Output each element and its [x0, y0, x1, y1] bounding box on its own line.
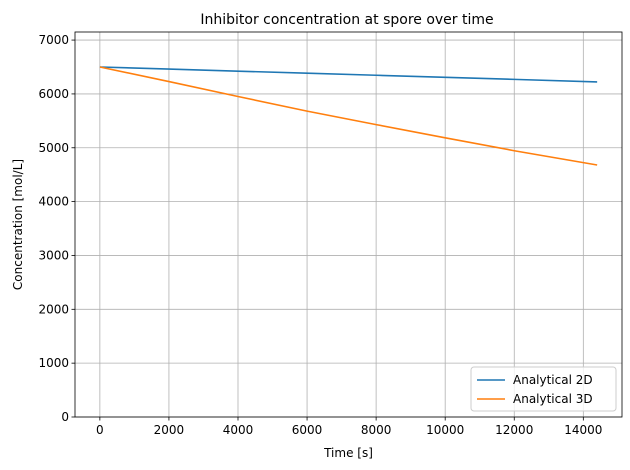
x-tick-label: 4000 [223, 423, 254, 437]
y-tick-label: 0 [61, 410, 69, 424]
x-tick-label: 12000 [495, 423, 533, 437]
x-tick-label: 0 [96, 423, 104, 437]
x-tick-label: 10000 [426, 423, 464, 437]
x-tick-label: 8000 [361, 423, 392, 437]
series-layer [99, 66, 598, 166]
y-tick-label: 2000 [38, 302, 69, 316]
y-tick-label: 3000 [38, 248, 69, 262]
series-line-2 [99, 66, 598, 166]
x-tick-label: 14000 [564, 423, 602, 437]
y-tick-label: 5000 [38, 141, 69, 155]
y-axis-label: Concentration [mol/L] [11, 159, 25, 290]
plot-frame [74, 31, 623, 418]
y-tick-label: 6000 [38, 87, 69, 101]
x-tick-label: 6000 [292, 423, 323, 437]
y-tick-label: 1000 [38, 356, 69, 370]
x-tick-label: 2000 [154, 423, 185, 437]
legend-label-1: Analytical 2D [513, 373, 593, 387]
legend-label-2: Analytical 3D [513, 392, 593, 406]
legend-box [470, 366, 617, 412]
chart-title: Inhibitor concentration at spore over ti… [200, 12, 493, 28]
x-axis-label: Time [s] [323, 446, 373, 460]
grid [75, 32, 622, 418]
y-tick-label: 7000 [38, 33, 69, 47]
series-line-1 [99, 66, 598, 83]
legend: Analytical 2D Analytical 3D [470, 366, 617, 412]
legend-items: Analytical 2D Analytical 3D [477, 373, 593, 406]
y-tick-label: 4000 [38, 195, 69, 209]
ticks: 0 2000 4000 6000 8000 10000 12000 14000 0 1000 200… [38, 33, 602, 437]
